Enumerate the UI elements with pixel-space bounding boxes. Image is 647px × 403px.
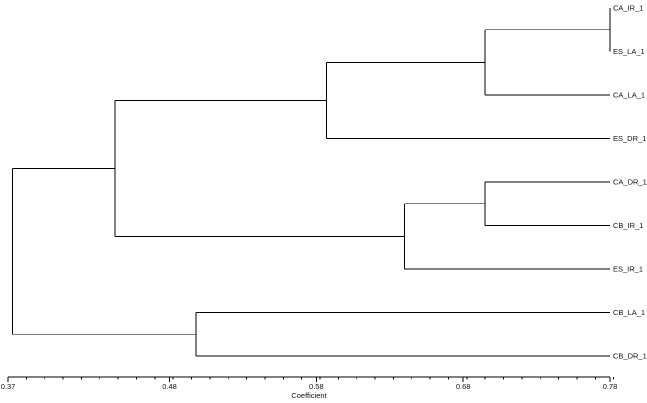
dendrogram-links (11, 8, 611, 357)
x-axis-ticks: 0.37 0.48 0.58 0.68 0.78 (1, 377, 618, 391)
x-axis-tick-label: 0.48 (162, 382, 177, 391)
leaf-label: ES_DR_1 (613, 134, 646, 143)
x-axis-tick-label: 0.58 (309, 382, 324, 391)
x-axis-tick-label: 0.37 (1, 382, 16, 391)
leaf-label: CB_LA_1 (613, 308, 645, 317)
x-axis: 0.37 0.48 0.58 0.68 0.78 Coefficient (1, 376, 618, 400)
leaf-label: CA_IR_1 (613, 4, 643, 13)
leaf-label: ES_LA_1 (613, 47, 645, 56)
leaf-label: CA_DR_1 (613, 178, 647, 187)
leaf-labels: CA_IR_1 ES_LA_1 CA_LA_1 ES_DR_1 CA_DR_1 CB_IR… (613, 4, 647, 361)
x-axis-tick-label: 0.78 (603, 382, 618, 391)
leaf-label: ES_IR_1 (613, 265, 643, 274)
leaf-label: CB_IR_1 (613, 221, 643, 230)
x-axis-tick-label: 0.68 (456, 382, 471, 391)
x-axis-title: Coefficient (291, 391, 327, 400)
leaf-label: CA_LA_1 (613, 91, 645, 100)
leaf-label: CB_DR_1 (613, 352, 647, 361)
